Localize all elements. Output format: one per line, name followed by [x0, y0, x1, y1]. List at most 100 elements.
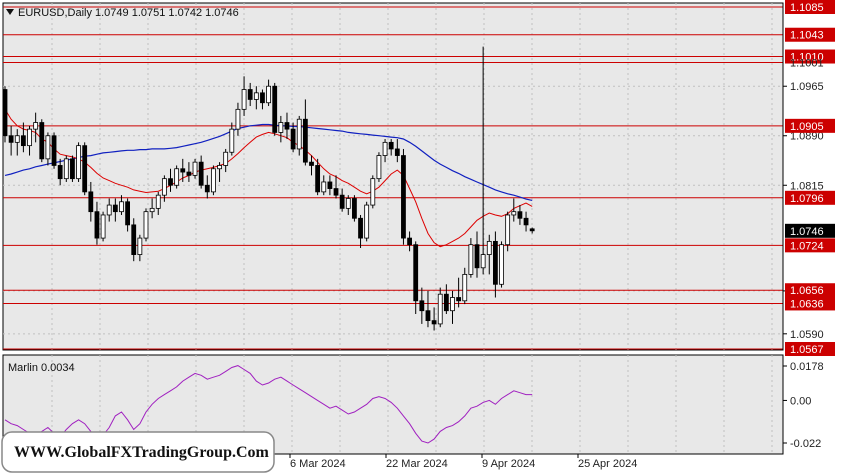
candle-body: [370, 178, 376, 206]
level-label-box: [785, 296, 835, 311]
level-label-box: [785, 118, 835, 133]
candle-body: [94, 211, 100, 239]
indicator-axis: 0.0178 0.00 -0.022: [782, 355, 824, 454]
price-axis-tick-label: 1.0815: [790, 180, 824, 192]
candle-body: [155, 194, 161, 209]
candle-body: [321, 181, 327, 193]
level-label: 1.0905: [790, 121, 824, 133]
candle-body: [100, 214, 106, 239]
candle-body: [302, 118, 308, 163]
level-label-box: [785, 238, 835, 253]
candle-body: [272, 85, 278, 133]
candle-body: [425, 310, 431, 322]
candle-body: [168, 178, 173, 186]
collapse-triangle-icon[interactable]: [6, 9, 14, 15]
date-axis-label: 9 Apr 2024: [482, 458, 535, 470]
candle-body: [186, 171, 192, 176]
price-panel[interactable]: [2, 2, 784, 351]
level-label: 1.0724: [790, 240, 824, 252]
candle-body: [137, 237, 143, 255]
candle-body: [266, 85, 271, 104]
candle-body: [63, 158, 69, 180]
candle-body: [70, 158, 75, 180]
level-label: 1.1001: [790, 57, 824, 69]
candle-body: [8, 135, 14, 143]
candle-body: [149, 207, 155, 213]
candle-body: [376, 155, 382, 180]
candle-body: [327, 181, 333, 189]
candle-body: [309, 161, 314, 166]
candle-body: [211, 168, 216, 193]
candle-body: [486, 240, 492, 255]
horizontal-levels[interactable]: [3, 6, 783, 350]
level-label-box: [785, 27, 835, 42]
candle-body: [33, 122, 39, 130]
candle-body: [82, 145, 88, 193]
candle-body: [431, 320, 437, 325]
price-axis-tick-label: 1.0965: [790, 81, 824, 93]
price-axis-tick-label: 1.0890: [790, 131, 824, 143]
candle-body: [119, 201, 124, 213]
level-label: 1.1043: [790, 30, 824, 42]
indicator-axis-tick-label: -0.022: [790, 438, 821, 450]
candle-body: [229, 128, 235, 153]
candle-body: [106, 204, 112, 216]
candle-body: [511, 211, 517, 216]
candle-body: [474, 244, 480, 269]
candle-body: [198, 161, 204, 186]
candle-body: [388, 141, 394, 150]
indicator-label: Marlin 0.0034: [8, 362, 75, 374]
candle-body: [437, 293, 443, 325]
candle-body: [523, 217, 529, 226]
candle-body: [2, 89, 8, 137]
level-label-box: [785, 49, 835, 64]
candle-body: [358, 217, 363, 239]
candle-body: [57, 165, 63, 180]
candle-body: [247, 89, 253, 100]
price-grid: [3, 3, 783, 350]
level-label: 1.1085: [790, 2, 824, 14]
indicator-axis-tick-label: 0.00: [790, 395, 811, 407]
candle-body: [253, 92, 259, 100]
candle-body: [217, 165, 222, 170]
candle-body: [443, 293, 449, 312]
date-axis: 6 Mar 2024 22 Mar 2024 9 Apr 2024 25 Apr 20…: [289, 454, 637, 470]
candle-body: [192, 161, 198, 176]
watermark-box: [1, 431, 275, 473]
candle-body: [492, 240, 498, 285]
candle-body: [290, 128, 296, 150]
candle-body: [88, 191, 94, 213]
candle-body: [339, 194, 345, 209]
indicator-grid: [51, 355, 773, 454]
candle-body: [20, 135, 26, 147]
candles: [2, 46, 535, 331]
candle-body: [112, 204, 118, 213]
current-price-marker: 1.0746: [785, 223, 835, 238]
candle-body: [333, 188, 339, 196]
candle-body: [76, 145, 81, 180]
candle-body: [468, 244, 474, 275]
candle-body: [180, 168, 186, 173]
candle-body: [364, 204, 370, 239]
candle-body: [419, 300, 425, 312]
candle-body: [462, 273, 468, 302]
level-label: 1.0567: [790, 344, 824, 356]
level-label: 1.0796: [790, 193, 824, 205]
candle-body: [401, 155, 406, 239]
candle-body: [143, 211, 149, 239]
level-label: 1.0656: [790, 285, 824, 297]
candle-body: [27, 128, 32, 147]
level-label-box: [785, 0, 835, 14]
date-axis-label: 6 Mar 2024: [290, 458, 346, 470]
candle-body: [505, 214, 511, 246]
candle-body: [235, 108, 241, 130]
candle-body: [382, 141, 388, 156]
candle-body: [161, 178, 167, 196]
ma-slow-line: [4, 123, 533, 201]
candle-body: [456, 297, 462, 302]
candle-body: [407, 237, 412, 246]
ma-fast-line: [4, 109, 533, 248]
candle-body: [14, 135, 20, 143]
